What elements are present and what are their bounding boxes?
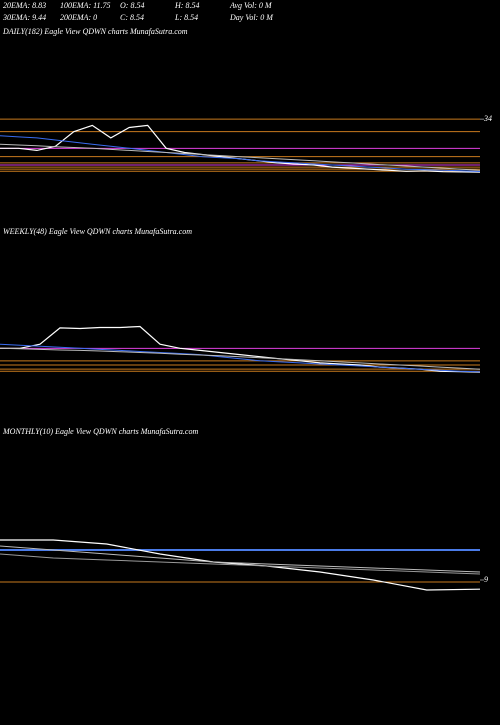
panel-title: WEEKLY(48) Eagle View QDWN charts Munafa…	[3, 227, 192, 236]
price-line	[0, 545, 481, 573]
panel-title: DAILY(182) Eagle View QDWN charts Munafa…	[2, 27, 188, 36]
price-line	[0, 347, 481, 370]
price-line	[0, 343, 481, 373]
header-stat: Day Vol: 0 M	[229, 13, 274, 22]
y-tick-label: 34	[483, 114, 492, 123]
header-stat: C: 8.54	[120, 13, 144, 22]
header-stat: H: 8.54	[174, 1, 199, 10]
header-stat: Avg Vol: 0 M	[229, 1, 273, 10]
header-stat: 100EMA: 11.75	[60, 1, 111, 10]
price-line	[0, 135, 481, 172]
header-stat: 20EMA: 8.83	[3, 1, 46, 10]
price-line	[0, 539, 481, 591]
header-stat: 200EMA: 0	[60, 13, 97, 22]
panel-title: MONTHLY(10) Eagle View QDWN charts Munaf…	[2, 427, 198, 436]
price-line	[0, 553, 481, 575]
header-stat: L: 8.54	[174, 13, 198, 22]
price-line	[0, 143, 481, 171]
y-tick-label: 9	[484, 575, 488, 584]
header-stat: O: 8.54	[120, 1, 144, 10]
header-stat: 30EMA: 9.44	[2, 13, 46, 22]
